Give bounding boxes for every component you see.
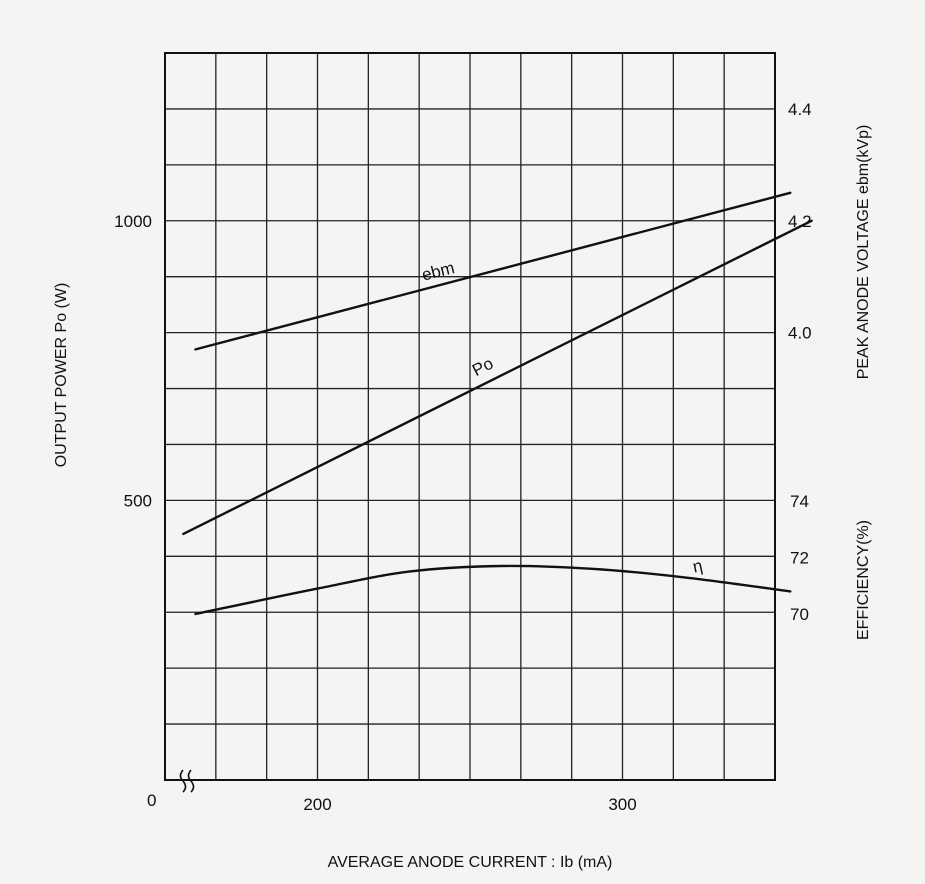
axis-break-mark [179,769,195,793]
grid [165,53,775,780]
plot-border [164,52,776,781]
curve-efficiency [194,564,792,616]
efficiency-axis-title: EFFICIENCY(%) [855,520,872,640]
y-tick-label: 1000 [114,212,152,231]
voltage-tick-label: 4.0 [788,324,812,343]
voltage-tick-label: 4.2 [788,212,812,231]
y-axis-title: OUTPUT POWER Po (W) [53,283,70,468]
plot-frame [164,52,776,781]
efficiency-tick-label: 70 [790,605,809,624]
efficiency-tick-label: 74 [790,492,809,511]
ticks: 200 300 500 1000 4.0 4.2 4.4 70 72 74 [114,100,811,814]
y-tick-label: 500 [124,491,152,510]
x-tick-label: 200 [303,795,331,814]
x-tick-label: 300 [608,795,636,814]
voltage-tick-label: 4.4 [788,100,812,119]
voltage-axis-title: PEAK ANODE VOLTAGE ebm(kVp) [855,125,872,380]
curve-label-efficiency: η [691,556,704,577]
curve-power [182,219,813,536]
curve-voltage [194,191,792,351]
origin-label: 0 [147,791,156,810]
x-axis-title: AVERAGE ANODE CURRENT : Ib (mA) [328,854,613,871]
efficiency-tick-label: 72 [790,549,809,568]
